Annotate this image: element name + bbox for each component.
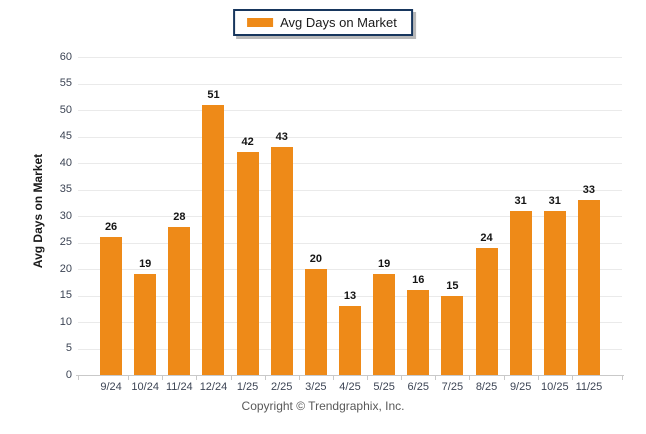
bar-value-label: 31 bbox=[548, 194, 561, 207]
axis-tick bbox=[230, 376, 232, 380]
axis-tick bbox=[162, 376, 164, 380]
footer-copyright: Copyright © Trendgraphix, Inc. bbox=[241, 399, 405, 413]
axis-tick bbox=[128, 376, 130, 380]
bar bbox=[168, 226, 191, 375]
x-tick-label: 11/25 bbox=[575, 381, 603, 393]
axis-tick bbox=[298, 376, 300, 380]
y-tick-label: 45 bbox=[59, 130, 72, 142]
x-tick-label: 10/24 bbox=[131, 381, 159, 393]
bar bbox=[441, 295, 464, 375]
bar bbox=[475, 247, 498, 375]
bar-value-label: 15 bbox=[446, 279, 459, 292]
x-tick-label: 9/24 bbox=[100, 381, 122, 393]
x-tick-label: 2/25 bbox=[271, 381, 293, 393]
y-tick-label: 55 bbox=[59, 77, 72, 89]
orange-bar-swatch-icon bbox=[247, 18, 274, 27]
bar-value-label: 19 bbox=[378, 258, 391, 271]
y-tick-label: 0 bbox=[65, 368, 72, 381]
y-tick-label: 40 bbox=[59, 156, 72, 169]
legend: Avg Days on Market bbox=[233, 9, 413, 36]
gridline bbox=[78, 216, 622, 217]
bar-value-label: 33 bbox=[582, 184, 596, 197]
bar bbox=[407, 290, 430, 375]
gridline bbox=[78, 57, 622, 58]
bar-value-label: 20 bbox=[309, 253, 322, 265]
x-axis-line bbox=[76, 375, 624, 376]
bar-value-label: 28 bbox=[173, 210, 186, 223]
x-tick-label: 6/25 bbox=[407, 381, 429, 393]
y-tick-label: 30 bbox=[59, 209, 72, 222]
bar-value-label: 43 bbox=[275, 131, 288, 144]
x-tick-label: 4/25 bbox=[339, 381, 361, 393]
bar bbox=[236, 152, 259, 375]
gridline bbox=[78, 110, 622, 111]
gridline bbox=[78, 83, 622, 85]
axis-tick bbox=[264, 376, 266, 380]
bar bbox=[373, 274, 396, 375]
bar-value-label: 51 bbox=[207, 88, 220, 101]
bar-value-label: 24 bbox=[480, 231, 493, 244]
axis-tick bbox=[435, 376, 437, 380]
x-tick-label: 10/25 bbox=[541, 381, 569, 393]
x-tick-label: 5/25 bbox=[373, 381, 395, 393]
axis-tick bbox=[78, 376, 79, 380]
gridline bbox=[78, 189, 622, 191]
axis-tick bbox=[196, 376, 198, 380]
x-tick-label: 12/24 bbox=[199, 381, 228, 393]
bar-value-label: 26 bbox=[104, 221, 118, 234]
y-tick-label: 15 bbox=[59, 289, 72, 301]
gridline bbox=[78, 269, 622, 270]
x-tick-label: 7/25 bbox=[441, 381, 464, 393]
bar-value-label: 13 bbox=[343, 290, 357, 303]
bar-value-label: 31 bbox=[514, 194, 527, 207]
bar bbox=[304, 269, 327, 375]
gridline bbox=[78, 242, 622, 244]
axis-tick bbox=[401, 376, 403, 380]
bar-value-label: 19 bbox=[139, 258, 152, 271]
axis-tick bbox=[503, 376, 505, 380]
y-tick-label: 60 bbox=[59, 50, 72, 63]
y-tick-label: 50 bbox=[59, 103, 72, 116]
gridline bbox=[78, 295, 622, 297]
axis-tick bbox=[537, 376, 539, 380]
x-tick-label: 8/25 bbox=[475, 381, 498, 393]
bar bbox=[543, 210, 566, 375]
x-tick-label: 11/24 bbox=[165, 381, 193, 393]
y-tick-label: 25 bbox=[59, 236, 72, 248]
y-tick-label: 35 bbox=[59, 183, 72, 195]
axis-tick bbox=[367, 376, 369, 380]
legend-label: Avg Days on Market bbox=[280, 15, 397, 30]
bar bbox=[509, 210, 532, 375]
x-tick-label: 1/25 bbox=[236, 381, 259, 393]
y-tick-label: 20 bbox=[59, 262, 72, 275]
y-tick-label: 5 bbox=[65, 342, 72, 354]
axis-tick bbox=[332, 376, 334, 380]
gridline bbox=[78, 163, 622, 164]
bar bbox=[270, 147, 293, 375]
x-tick-label: 9/25 bbox=[509, 381, 532, 393]
x-tick-label: 3/25 bbox=[305, 381, 327, 393]
bar bbox=[100, 237, 123, 375]
axis-tick bbox=[469, 376, 471, 380]
y-tick-label: 10 bbox=[59, 315, 72, 328]
bar-value-label: 16 bbox=[412, 274, 425, 287]
bar-value-label: 42 bbox=[241, 136, 254, 149]
bar bbox=[577, 200, 600, 375]
bar bbox=[202, 104, 225, 375]
axis-tick bbox=[571, 376, 573, 380]
gridline bbox=[78, 136, 622, 138]
bar bbox=[134, 274, 157, 375]
axis-tick bbox=[622, 376, 623, 380]
bar bbox=[339, 306, 361, 375]
